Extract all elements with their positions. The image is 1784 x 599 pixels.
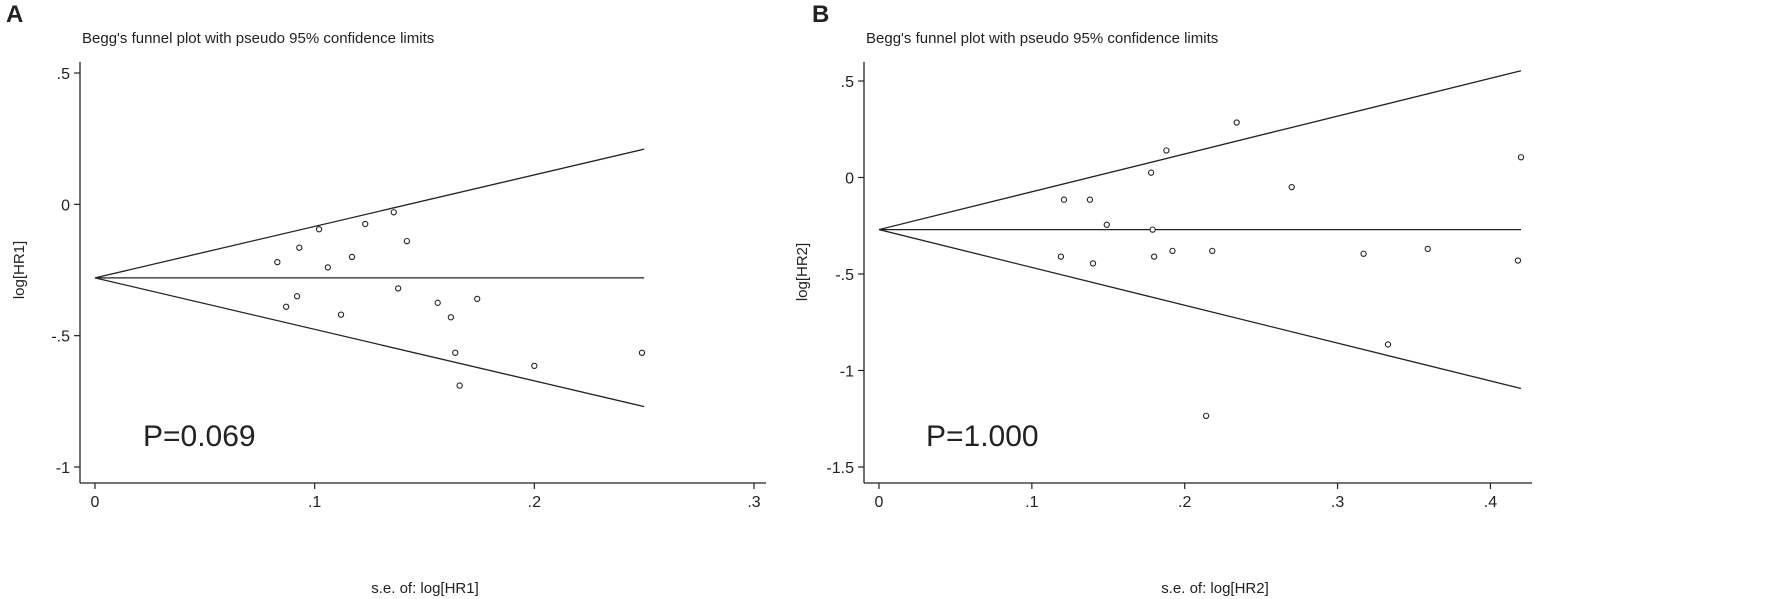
study-point-b	[1089, 260, 1097, 267]
study-point-b	[1150, 253, 1158, 260]
y-axis-label-b: log[HR2]	[794, 243, 811, 301]
study-point-b	[1202, 412, 1210, 420]
upper-confidence-limit-a	[94, 148, 645, 279]
x-tick-label-b: .3	[1331, 494, 1344, 511]
study-point-b	[1424, 245, 1431, 253]
study-point-a	[282, 303, 290, 310]
x-axis-label-a: s.e. of: log[HR1]	[371, 580, 479, 597]
study-point-a	[390, 209, 397, 216]
study-point-a	[324, 264, 331, 271]
x-axis-label-b: s.e. of: log[HR2]	[1161, 580, 1269, 597]
y-tick-label-b: -1.5	[826, 460, 854, 477]
x-tick-label-a: .3	[747, 494, 760, 511]
study-point-a	[293, 293, 301, 300]
study-point-a	[474, 295, 481, 303]
study-point-b	[1384, 341, 1392, 348]
study-point-a	[394, 285, 402, 292]
study-point-b	[1060, 196, 1068, 203]
plot-area-b: .5 0 -.5 -1 -1.5 0 .1 .2 .3 .4	[826, 62, 1532, 511]
panel-b: B Begg's funnel plot with pseudo 95% con…	[794, 1, 1532, 597]
study-point-a	[362, 220, 369, 228]
y-tick-label-a: -.5	[51, 329, 70, 346]
study-point-b	[1360, 250, 1367, 257]
study-point-b	[1288, 183, 1295, 191]
study-point-b	[1517, 154, 1525, 161]
y-tick-label-a: -1	[56, 460, 70, 477]
x-tick-label-b: 0	[875, 494, 884, 511]
study-point-a	[296, 244, 303, 251]
study-point-a	[348, 253, 356, 261]
y-tick-label-a: .5	[57, 66, 70, 83]
study-point-a	[456, 382, 463, 389]
plot-area-a: .5 0 -.5 -1 0 .1 .2 .3	[51, 62, 766, 511]
x-tick-label-a: .1	[308, 494, 321, 511]
study-point-a	[638, 349, 646, 356]
y-tick-label-b: -.5	[835, 267, 854, 284]
plot-title-a: Begg's funnel plot with pseudo 95% confi…	[82, 30, 434, 47]
x-tick-label-a: .2	[528, 494, 541, 511]
study-point-a	[434, 299, 441, 306]
x-tick-label-b: .4	[1484, 494, 1497, 511]
upper-confidence-limit-b	[878, 70, 1522, 231]
x-tick-label-b: .1	[1025, 494, 1038, 511]
panel-label-b: B	[812, 1, 829, 28]
y-tick-label-b: .5	[841, 74, 854, 91]
study-point-a	[274, 258, 281, 266]
panel-label-a: A	[6, 1, 23, 28]
study-point-b	[1086, 196, 1094, 203]
p-value-annotation-a: P=0.069	[143, 420, 256, 453]
y-tick-label-b: 0	[845, 171, 854, 188]
study-point-b	[1149, 226, 1156, 233]
p-value-annotation-b: P=1.000	[926, 420, 1039, 453]
study-point-a	[531, 362, 538, 370]
study-point-b	[1163, 147, 1170, 154]
study-point-b	[1514, 257, 1522, 264]
study-point-a	[315, 226, 323, 233]
study-point-b	[1057, 253, 1065, 260]
study-point-b	[1233, 119, 1240, 126]
plot-title-b: Begg's funnel plot with pseudo 95% confi…	[866, 30, 1218, 47]
study-point-b	[1103, 221, 1110, 228]
y-axis-label-a: log[HR1]	[11, 241, 28, 299]
study-point-b	[1209, 247, 1216, 254]
x-tick-label-a: 0	[91, 494, 100, 511]
y-tick-label-b: -1	[840, 364, 854, 381]
study-point-a	[337, 311, 345, 318]
study-point-a	[403, 237, 411, 245]
study-point-b	[1147, 169, 1155, 176]
lower-confidence-limit-a	[94, 277, 645, 408]
study-point-a	[447, 314, 455, 321]
lower-confidence-limit-b	[878, 228, 1522, 390]
panel-a: A Begg's funnel plot with pseudo 95% con…	[6, 1, 766, 597]
x-tick-label-b: .2	[1178, 494, 1191, 511]
study-point-b	[1169, 247, 1176, 254]
y-tick-label-a: 0	[61, 197, 70, 214]
study-point-a	[452, 349, 459, 356]
